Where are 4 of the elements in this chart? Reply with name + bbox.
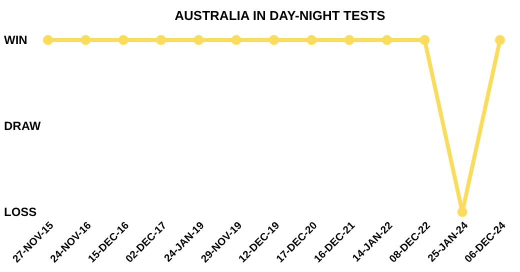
chart-title: AUSTRALIA IN DAY-NIGHT TESTS (174, 8, 386, 23)
category-label: DRAW (4, 119, 41, 134)
category-label: LOSS (4, 205, 37, 220)
category-label: WIN (4, 33, 28, 48)
